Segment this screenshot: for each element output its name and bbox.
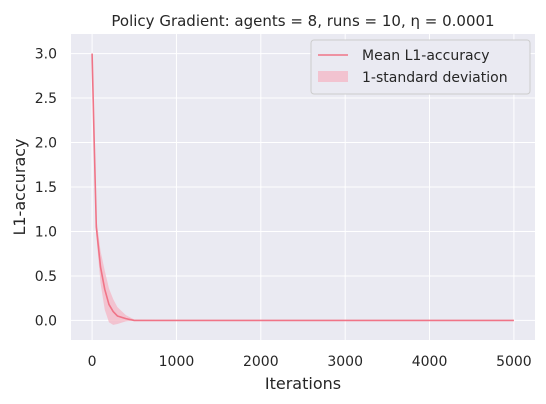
mean-line (91, 53, 514, 322)
legend-mean-label: Mean L1-accuracy (362, 48, 490, 64)
legend-band-swatch (318, 71, 348, 82)
y-axis-label: L1-accuracy (10, 138, 29, 235)
x-axis-label: Iterations (265, 374, 341, 393)
x-tick-label: 1000 (159, 354, 195, 370)
y-tick-label: 0.5 (35, 269, 57, 285)
legend: Mean L1-accuracy 1-standard deviation (310, 39, 531, 95)
x-tick-label: 0 (88, 354, 97, 370)
y-tick-label: 0.0 (35, 313, 57, 329)
x-tick-label: 4000 (412, 354, 448, 370)
chart-title: Policy Gradient: agents = 8, runs = 10, … (111, 12, 494, 30)
mean-line-layer (91, 53, 514, 322)
legend-band-label: 1-standard deviation (362, 70, 508, 86)
y-tick-label: 2.0 (35, 136, 57, 152)
x-tick-label: 3000 (327, 354, 363, 370)
y-tick-label: 1.0 (35, 224, 57, 240)
x-tick-label: 5000 (496, 354, 532, 370)
x-tick-label: 2000 (243, 354, 279, 370)
y-tick-label: 2.5 (35, 91, 57, 107)
grid-lines (71, 34, 535, 340)
legend-box (310, 39, 531, 95)
y-tick-label: 1.5 (35, 180, 57, 196)
y-tick-label: 3.0 (35, 47, 57, 63)
y-tick-labels: 0.0 0.5 1.0 1.5 2.0 2.5 3.0 (35, 47, 57, 330)
x-tick-labels: 0 1000 2000 3000 4000 5000 (88, 354, 532, 370)
